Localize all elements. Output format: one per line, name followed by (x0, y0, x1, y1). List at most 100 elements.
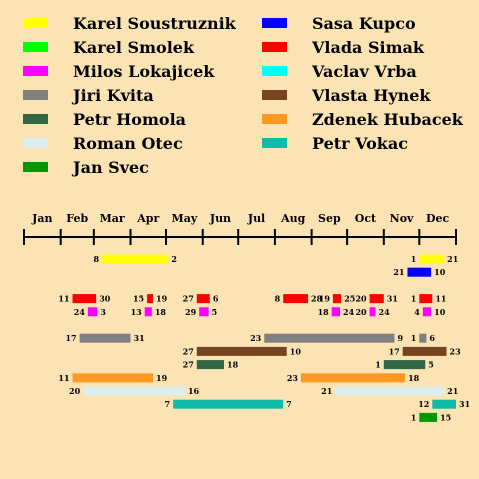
bar-milos-lokajicek (144, 307, 152, 317)
legend-label-jiri-kvita: Jiri Kvita (71, 86, 154, 105)
bar-start-label: 27 (183, 346, 194, 356)
bar-end-label: 3 (100, 307, 106, 317)
legend-swatch-petr-vokac (262, 138, 287, 148)
bar-start-label: 27 (183, 360, 194, 370)
bar-end-label: 24 (343, 307, 355, 317)
month-label-oct: Oct (355, 212, 377, 225)
legend-swatch-jiri-kvita (23, 90, 48, 100)
bar-roman-otec (83, 386, 185, 396)
bar-end-label: 21 (447, 254, 458, 264)
bar-start-label: 23 (287, 373, 299, 383)
bar-start-label: 1 (411, 294, 417, 304)
bar-end-label: 19 (156, 373, 168, 383)
bar-zdenek-hubacek (72, 373, 154, 383)
legend-label-petr-vokac: Petr Vokac (312, 134, 408, 153)
month-label-jun: Jun (209, 212, 231, 225)
legend-swatch-jan-svec (23, 162, 48, 172)
bar-petr-homola (196, 360, 225, 370)
legend-swatch-vlada-simak (262, 42, 287, 52)
month-label-jul: Jul (247, 212, 265, 225)
bar-end-label: 24 (379, 307, 391, 317)
month-axis: Jan Feb Mar Apr May Jun Jul Aug Sep Oct Nov Dec (23, 212, 457, 245)
bar-start-label: 11 (58, 373, 69, 383)
legend-label-karel-smolek: Karel Smolek (73, 38, 195, 57)
bar-start-label: 11 (58, 294, 69, 304)
legend-swatch-vlasta-hynek (262, 90, 287, 100)
bar-end-label: 7 (286, 399, 292, 409)
bar-end-label: 21 (447, 386, 458, 396)
bar-start-label: 8 (275, 294, 281, 304)
legend-swatch-roman-otec (23, 138, 48, 148)
legend-swatch-sasa-kupco (262, 18, 287, 28)
legend-swatch-zdenek-hubacek (262, 114, 287, 124)
bar-jiri-kvita (419, 333, 427, 343)
bar-end-label: 2 (171, 254, 177, 264)
bar-end-label: 18 (155, 307, 167, 317)
bar-end-label: 16 (188, 386, 200, 396)
month-label-dec: Dec (426, 212, 450, 225)
bar-vlada-simak (369, 294, 384, 304)
bar-petr-vokac (432, 399, 456, 409)
bar-end-label: 6 (429, 333, 435, 343)
bar-start-label: 17 (65, 333, 76, 343)
bar-end-label: 28 (311, 294, 323, 304)
bar-end-label: 6 (213, 294, 219, 304)
bar-milos-lokajicek (87, 307, 98, 317)
bar-start-label: 27 (183, 294, 194, 304)
bar-start-label: 1 (411, 333, 417, 343)
bar-karel-soustruznik (102, 254, 169, 264)
bar-end-label: 10 (434, 267, 446, 277)
legend-label-roman-otec: Roman Otec (73, 134, 183, 153)
legend-label-petr-homola: Petr Homola (73, 110, 186, 129)
bar-start-label: 7 (165, 399, 171, 409)
month-label-sep: Sep (318, 212, 341, 225)
bar-end-label: 9 (397, 333, 403, 343)
month-label-mar: Mar (100, 212, 125, 225)
bar-start-label: 1 (411, 254, 417, 264)
legend-label-zdenek-hubacek: Zdenek Hubacek (312, 110, 464, 129)
bar-karel-soustruznik (419, 254, 445, 264)
bar-end-label: 18 (408, 373, 420, 383)
bar-vlasta-hynek (402, 346, 447, 356)
bar-end-label: 10 (434, 307, 446, 317)
month-label-nov: Nov (390, 212, 414, 225)
legend-swatch-vaclav-vrba (262, 66, 287, 76)
legend-swatch-milos-lokajicek (23, 66, 48, 76)
bar-vlada-simak (419, 294, 433, 304)
bar-end-label: 31 (459, 399, 470, 409)
bar-start-label: 18 (318, 307, 330, 317)
legend-label-milos-lokajicek: Milos Lokajicek (73, 62, 215, 81)
bar-jiri-kvita (79, 333, 131, 343)
bar-start-label: 20 (355, 294, 367, 304)
bar-start-label: 23 (250, 333, 262, 343)
legend-label-jan-svec: Jan Svec (71, 158, 149, 177)
bar-milos-lokajicek (369, 307, 376, 317)
bar-end-label: 19 (156, 294, 168, 304)
bar-start-label: 4 (414, 307, 420, 317)
bar-vlada-simak (332, 294, 342, 304)
legend-swatch-karel-soustruznik (23, 18, 48, 28)
bar-start-label: 20 (69, 386, 81, 396)
bar-end-label: 31 (134, 333, 145, 343)
bar-milos-lokajicek (422, 307, 432, 317)
legend: Karel Soustruznik Karel Smolek Milos Lokaj… (23, 14, 464, 177)
bar-zdenek-hubacek (300, 373, 406, 383)
bar-end-label: 15 (440, 412, 451, 422)
bar-end-label: 10 (290, 346, 302, 356)
legend-swatch-petr-homola (23, 114, 48, 124)
legend-label-vaclav-vrba: Vaclav Vrba (311, 62, 417, 81)
bar-jan-svec (419, 412, 438, 422)
bar-start-label: 1 (411, 412, 417, 422)
month-label-aug: Aug (280, 212, 306, 225)
bar-end-label: 11 (435, 294, 446, 304)
bar-end-label: 30 (99, 294, 111, 304)
legend-label-sasa-kupco: Sasa Kupco (312, 14, 416, 33)
bar-petr-homola (383, 360, 426, 370)
bar-start-label: 21 (321, 386, 332, 396)
bar-vlada-simak (196, 294, 210, 304)
bar-jiri-kvita (264, 333, 395, 343)
bar-start-label: 13 (131, 307, 143, 317)
bar-start-label: 12 (418, 399, 429, 409)
bar-start-label: 8 (94, 254, 100, 264)
